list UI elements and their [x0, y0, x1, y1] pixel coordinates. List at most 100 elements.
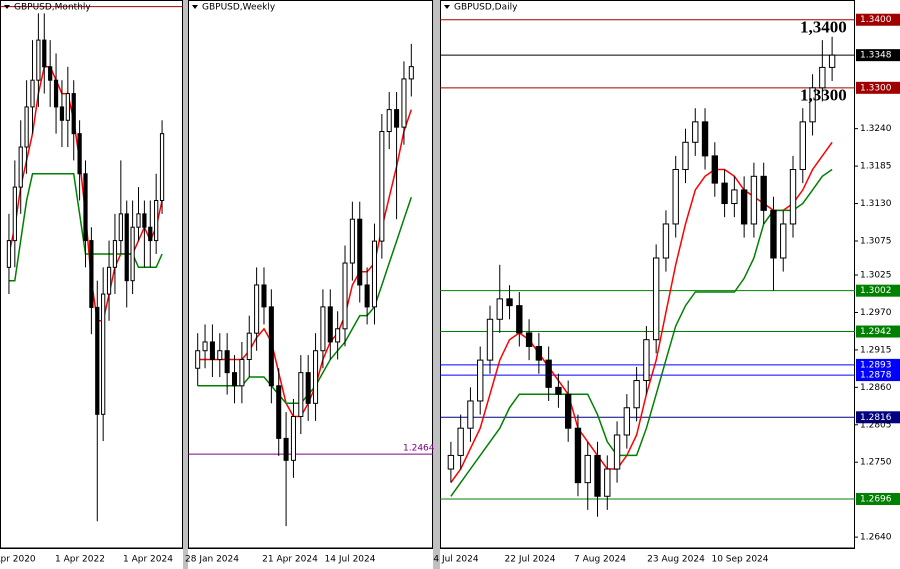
x-tick-label: 28 Jan 2024 [185, 555, 239, 565]
candle-body [731, 189, 738, 205]
candle-body [594, 454, 601, 497]
chart-title: GBPUSD,Monthly [14, 3, 91, 13]
candle-body [154, 199, 159, 242]
candle-body [394, 109, 400, 128]
y-tick-label: 1.2750 [860, 458, 892, 468]
candle-body [401, 78, 407, 128]
x-tick-label: 7 Aug 2024 [574, 555, 626, 565]
candle-body [159, 133, 165, 201]
level-label-box [856, 325, 900, 338]
candle-body [298, 372, 304, 417]
chart-title: GBPUSD,Weekly [202, 3, 276, 13]
candle-body [342, 262, 348, 330]
candle-body [692, 121, 699, 143]
candle-body [780, 223, 787, 259]
candle-body [711, 155, 719, 184]
level-label-box [856, 358, 900, 371]
candle-body [819, 66, 826, 89]
candle-body [457, 427, 464, 456]
annotation: 1,3300 [800, 86, 847, 105]
candle-body [809, 87, 816, 123]
candle-body [30, 79, 35, 108]
candle-body [535, 345, 543, 361]
chart-title: GBPUSD,Daily [454, 3, 518, 13]
x-tick-label: Apr 2020 [0, 555, 36, 565]
candle-body [124, 213, 129, 282]
candle-body [106, 266, 112, 295]
candle-body [335, 328, 341, 343]
y-tick-label: 1.2640 [860, 533, 892, 543]
candle-body [59, 106, 65, 121]
x-tick-label: 1 Apr 2024 [123, 555, 173, 565]
level-label-box [856, 369, 900, 382]
candle-body [239, 358, 245, 387]
candle-body [633, 380, 640, 409]
candle-body [313, 350, 319, 404]
candle-body [364, 284, 370, 308]
candle-body [662, 223, 670, 259]
y-tick-label: 1.2970 [860, 308, 892, 318]
candle-body [327, 306, 333, 343]
y-tick-label: 1.3075 [860, 236, 892, 246]
candle-body [148, 226, 153, 242]
candle-body [750, 175, 758, 225]
level-label-box [856, 13, 900, 26]
candle-body [142, 213, 147, 228]
candle-body [320, 306, 326, 352]
candle-body [261, 284, 267, 308]
indicator-line [450, 141, 833, 484]
candle-body [555, 386, 562, 395]
candle-body [584, 454, 591, 484]
candle-body [770, 209, 777, 259]
x-tick-label: 10 Sep 2024 [711, 555, 768, 565]
candle-body [209, 341, 215, 360]
level-label-box [856, 49, 900, 62]
y-tick-label: 1.2805 [860, 420, 892, 430]
level-label: 1.3400 [860, 15, 892, 25]
candle-body [202, 341, 208, 352]
candle-body [65, 93, 70, 121]
title-marker [444, 5, 450, 9]
y-tick-label: 1.3240 [860, 124, 892, 134]
candle-body [477, 359, 484, 402]
candle-body [623, 407, 631, 436]
candle-body [701, 121, 709, 157]
level-label: 1.3348 [860, 51, 892, 61]
candle-body [371, 240, 378, 308]
candle-body [506, 298, 513, 307]
candle-body [77, 133, 82, 175]
y-tick-label: 1.3130 [860, 199, 892, 209]
x-tick-label: 22 Jul 2024 [505, 555, 556, 565]
level-label: 1.3002 [860, 286, 892, 296]
level-label: 1.2878 [860, 371, 892, 381]
candle-body [6, 240, 12, 268]
candle-body [574, 427, 582, 484]
indicator-line [450, 168, 833, 497]
x-tick-label: 4 Jul 2024 [433, 555, 478, 565]
candle-body [760, 175, 767, 211]
candle-body [42, 39, 47, 68]
candle-body [682, 141, 689, 171]
candle-body [101, 293, 106, 415]
level-label-box [856, 492, 900, 505]
candle-body [136, 213, 141, 228]
y-tick-label: 1.2915 [860, 345, 892, 355]
x-tick-label: 1 Apr 2022 [55, 555, 105, 565]
candle-body [83, 173, 88, 242]
candle-body [613, 434, 621, 470]
candle-body [379, 131, 385, 242]
candle-body [254, 284, 260, 334]
candle-body [386, 109, 392, 133]
candle-body [112, 240, 118, 268]
candle-body [276, 385, 282, 439]
candle-body [349, 218, 355, 264]
candle-body [53, 79, 59, 108]
level-label: 1.2942 [860, 327, 892, 337]
annotation: 1,3400 [800, 18, 847, 37]
candle-body [789, 169, 797, 225]
candle-body [564, 393, 572, 429]
separator [433, 0, 440, 569]
candle-body [525, 332, 533, 347]
